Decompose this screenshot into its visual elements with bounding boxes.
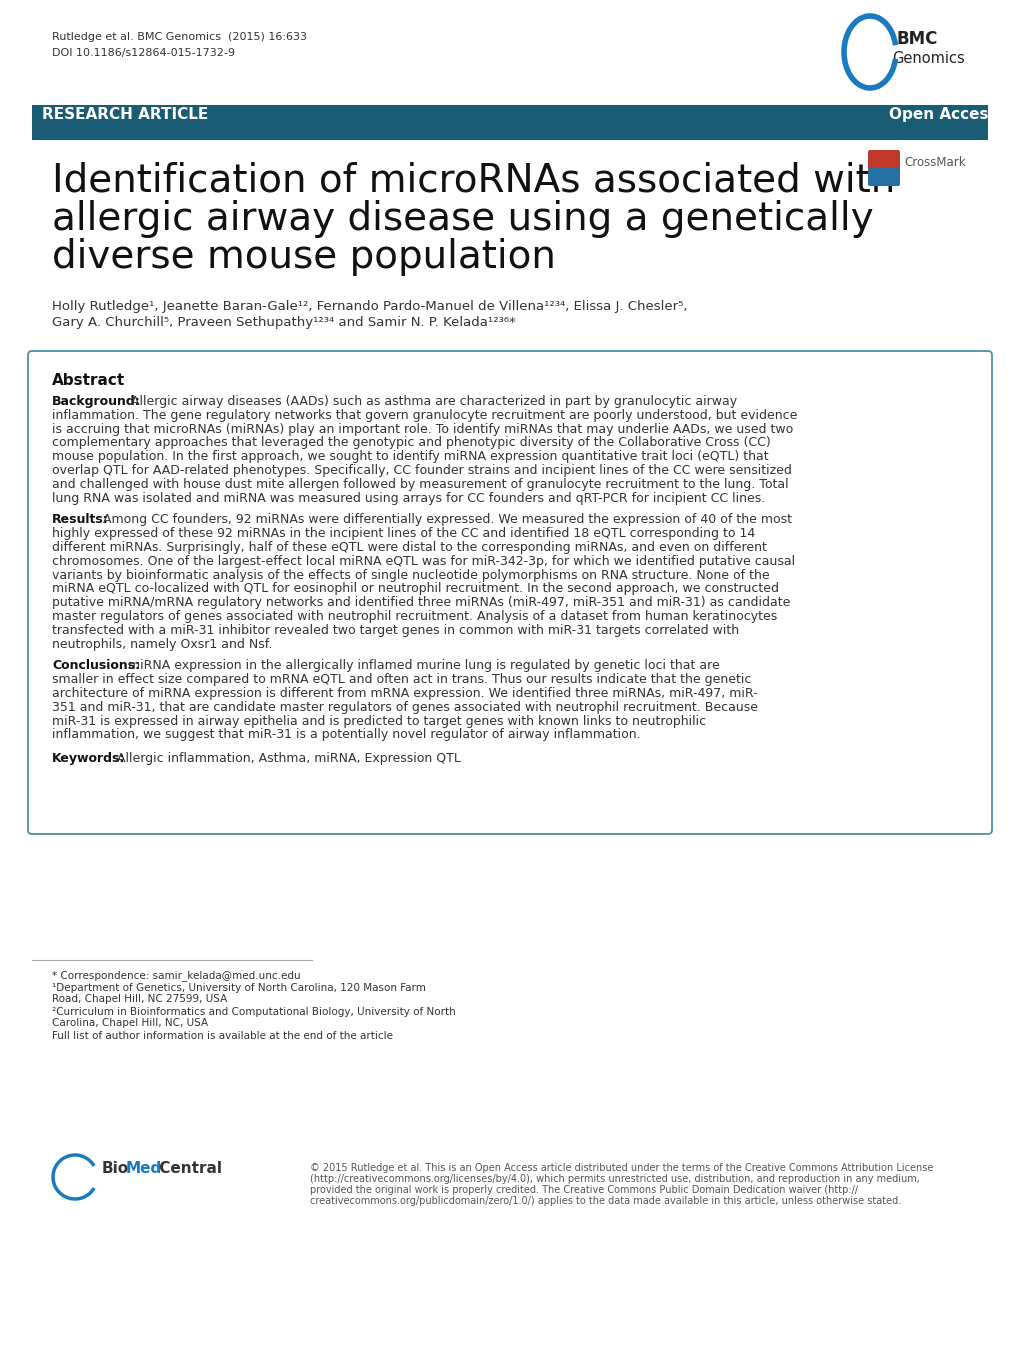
Text: overlap QTL for AAD-related phenotypes. Specifically, CC founder strains and inc: overlap QTL for AAD-related phenotypes. … [52, 463, 791, 477]
Text: different miRNAs. Surprisingly, half of these eQTL were distal to the correspond: different miRNAs. Surprisingly, half of … [52, 541, 766, 554]
Text: putative miRNA/mRNA regulatory networks and identified three miRNAs (miR-497, mi: putative miRNA/mRNA regulatory networks … [52, 597, 790, 609]
FancyBboxPatch shape [867, 169, 899, 186]
Text: Full list of author information is available at the end of the article: Full list of author information is avail… [52, 1031, 392, 1041]
Text: Identification of microRNAs associated with: Identification of microRNAs associated w… [52, 162, 895, 200]
Text: 351 and miR-31, that are candidate master regulators of genes associated with ne: 351 and miR-31, that are candidate maste… [52, 701, 757, 713]
Text: RESEARCH ARTICLE: RESEARCH ARTICLE [42, 107, 208, 122]
Text: miR-31 is expressed in airway epithelia and is predicted to target genes with kn: miR-31 is expressed in airway epithelia … [52, 715, 705, 727]
Text: Bio: Bio [102, 1161, 129, 1176]
Text: Results:: Results: [52, 514, 109, 526]
Text: Rutledge et al. BMC Genomics  (2015) 16:633: Rutledge et al. BMC Genomics (2015) 16:6… [52, 33, 307, 42]
Text: Med: Med [126, 1161, 162, 1176]
Text: * Correspondence: samir_kelada@med.unc.edu: * Correspondence: samir_kelada@med.unc.e… [52, 970, 301, 981]
Text: ¹Department of Genetics, University of North Carolina, 120 Mason Farm: ¹Department of Genetics, University of N… [52, 983, 426, 993]
Text: provided the original work is properly credited. The Creative Commons Public Dom: provided the original work is properly c… [310, 1185, 857, 1195]
Text: creativecommons.org/publicdomain/zero/1.0/) applies to the data made available i: creativecommons.org/publicdomain/zero/1.… [310, 1196, 901, 1205]
Bar [32, 105, 987, 140]
Text: DOI 10.1186/s12864-015-1732-9: DOI 10.1186/s12864-015-1732-9 [52, 48, 234, 58]
Text: mouse population. In the first approach, we sought to identify miRNA expression : mouse population. In the first approach,… [52, 450, 768, 463]
Text: architecture of miRNA expression is different from mRNA expression. We identifie: architecture of miRNA expression is diff… [52, 688, 757, 700]
Text: variants by bioinformatic analysis of the effects of single nucleotide polymorph: variants by bioinformatic analysis of th… [52, 568, 769, 582]
Text: diverse mouse population: diverse mouse population [52, 238, 555, 276]
Text: © 2015 Rutledge et al. This is an Open Access article distributed under the term: © 2015 Rutledge et al. This is an Open A… [310, 1163, 932, 1173]
Text: CrossMark: CrossMark [903, 156, 965, 169]
Text: highly expressed of these 92 miRNAs in the incipient lines of the CC and identif: highly expressed of these 92 miRNAs in t… [52, 527, 754, 540]
Text: Allergic airway diseases (AADs) such as asthma are characterized in part by gran: Allergic airway diseases (AADs) such as … [130, 395, 737, 408]
Text: smaller in effect size compared to mRNA eQTL and often act in trans. Thus our re: smaller in effect size compared to mRNA … [52, 673, 751, 686]
Text: master regulators of genes associated with neutrophil recruitment. Analysis of a: master regulators of genes associated wi… [52, 610, 776, 622]
Text: Keywords:: Keywords: [52, 752, 125, 765]
Text: Background:: Background: [52, 395, 141, 408]
Text: neutrophils, namely Oxsr1 and Nsf.: neutrophils, namely Oxsr1 and Nsf. [52, 637, 272, 651]
Text: miRNA eQTL co-localized with QTL for eosinophil or neutrophil recruitment. In th: miRNA eQTL co-localized with QTL for eos… [52, 583, 779, 595]
Text: miRNA expression in the allergically inflamed murine lung is regulated by geneti: miRNA expression in the allergically inf… [127, 659, 719, 673]
Text: Abstract: Abstract [52, 372, 125, 389]
Text: lung RNA was isolated and miRNA was measured using arrays for CC founders and qR: lung RNA was isolated and miRNA was meas… [52, 492, 764, 504]
Text: Open Access: Open Access [889, 107, 997, 122]
Text: inflammation. The gene regulatory networks that govern granulocyte recruitment a: inflammation. The gene regulatory networ… [52, 409, 797, 421]
Text: transfected with a miR-31 inhibitor revealed two target genes in common with miR: transfected with a miR-31 inhibitor reve… [52, 624, 739, 637]
Text: Allergic inflammation, Asthma, miRNA, Expression QTL: Allergic inflammation, Asthma, miRNA, Ex… [117, 752, 461, 765]
Text: Among CC founders, 92 miRNAs were differentially expressed. We measured the expr: Among CC founders, 92 miRNAs were differ… [103, 514, 791, 526]
FancyBboxPatch shape [867, 149, 899, 173]
Text: inflammation, we suggest that miR-31 is a potentially novel regulator of airway : inflammation, we suggest that miR-31 is … [52, 728, 640, 742]
Text: chromosomes. One of the largest-effect local miRNA eQTL was for miR-342-3p, for : chromosomes. One of the largest-effect l… [52, 554, 795, 568]
Text: Carolina, Chapel Hill, NC, USA: Carolina, Chapel Hill, NC, USA [52, 1018, 208, 1027]
Text: complementary approaches that leveraged the genotypic and phenotypic diversity o: complementary approaches that leveraged … [52, 436, 770, 450]
Text: Genomics: Genomics [892, 52, 964, 67]
Text: allergic airway disease using a genetically: allergic airway disease using a genetica… [52, 200, 872, 238]
Text: (http://creativecommons.org/licenses/by/4.0), which permits unrestricted use, di: (http://creativecommons.org/licenses/by/… [310, 1174, 919, 1184]
Text: Gary A. Churchill⁵, Praveen Sethupathy¹²³⁴ and Samir N. P. Kelada¹²³⁶*: Gary A. Churchill⁵, Praveen Sethupathy¹²… [52, 317, 516, 329]
Text: BMC: BMC [896, 30, 937, 48]
Text: Road, Chapel Hill, NC 27599, USA: Road, Chapel Hill, NC 27599, USA [52, 993, 227, 1004]
Text: Conclusions:: Conclusions: [52, 659, 140, 673]
Text: Holly Rutledge¹, Jeanette Baran-Gale¹², Fernando Pardo-Manuel de Villena¹²³⁴, El: Holly Rutledge¹, Jeanette Baran-Gale¹², … [52, 300, 687, 313]
Text: and challenged with house dust mite allergen followed by measurement of granuloc: and challenged with house dust mite alle… [52, 478, 788, 491]
Text: ²Curriculum in Bioinformatics and Computational Biology, University of North: ²Curriculum in Bioinformatics and Comput… [52, 1007, 455, 1017]
FancyBboxPatch shape [28, 351, 991, 834]
Text: Central: Central [154, 1161, 222, 1176]
Text: is accruing that microRNAs (miRNAs) play an important role. To identify miRNAs t: is accruing that microRNAs (miRNAs) play… [52, 423, 793, 436]
